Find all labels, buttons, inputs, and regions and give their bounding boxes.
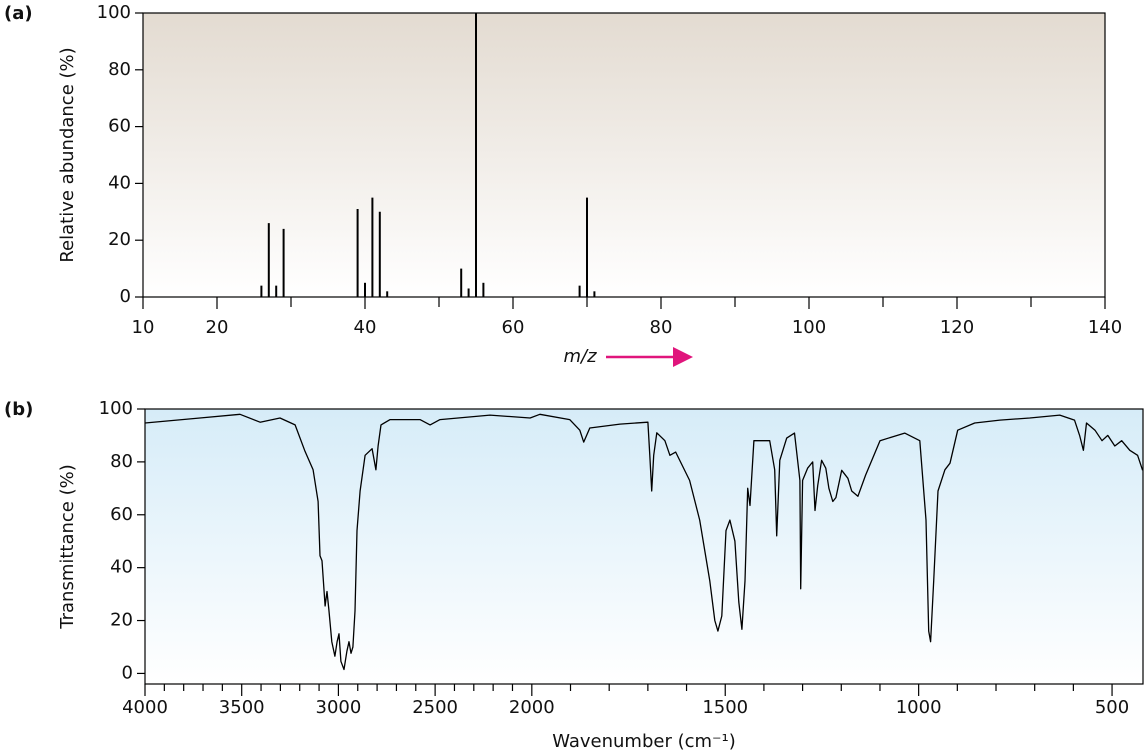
plot-area (144, 408, 1144, 685)
x-tick-label: 10 (132, 317, 155, 338)
x-tick-label: 40 (354, 317, 377, 338)
y-tick-label: 0 (122, 662, 133, 683)
x-tick-label: 3000 (316, 697, 362, 718)
x-tick-label: 60 (502, 317, 525, 338)
x-tick-label: 1000 (896, 697, 942, 718)
y-tick-label: 100 (97, 2, 131, 23)
x-axis-label: Wavenumber (cm⁻¹) (552, 731, 736, 752)
y-axis-label: Transmittance (%) (57, 464, 78, 630)
y-tick-label: 0 (120, 286, 131, 307)
y-tick-label: 60 (110, 504, 133, 525)
x-tick-label: 140 (1088, 317, 1122, 338)
x-tick-label: 2500 (412, 697, 458, 718)
y-tick-label: 60 (108, 116, 131, 137)
x-tick-label: 20 (206, 317, 229, 338)
panel-label: (a) (4, 3, 33, 24)
y-tick-label: 20 (110, 610, 133, 631)
x-tick-label: 500 (1095, 697, 1129, 718)
y-tick-label: 40 (110, 557, 133, 578)
x-tick-label: 80 (650, 317, 673, 338)
plot-area (142, 12, 1106, 298)
panel-label: (b) (4, 399, 33, 420)
y-tick-label: 40 (108, 172, 131, 193)
x-tick-label: 2000 (509, 697, 555, 718)
y-tick-label: 20 (108, 229, 131, 250)
x-tick-label: 100 (792, 317, 826, 338)
x-axis-label: m/z (563, 346, 597, 367)
y-tick-label: 80 (110, 451, 133, 472)
spectrum-line (144, 413, 1144, 671)
y-axis-label: Relative abundance (%) (57, 47, 78, 262)
y-tick-label: 80 (108, 59, 131, 80)
y-tick-label: 100 (99, 398, 133, 419)
x-tick-label: 3500 (219, 697, 265, 718)
x-tick-label: 4000 (122, 697, 168, 718)
x-tick-label: 120 (940, 317, 974, 338)
x-tick-label: 1500 (702, 697, 748, 718)
